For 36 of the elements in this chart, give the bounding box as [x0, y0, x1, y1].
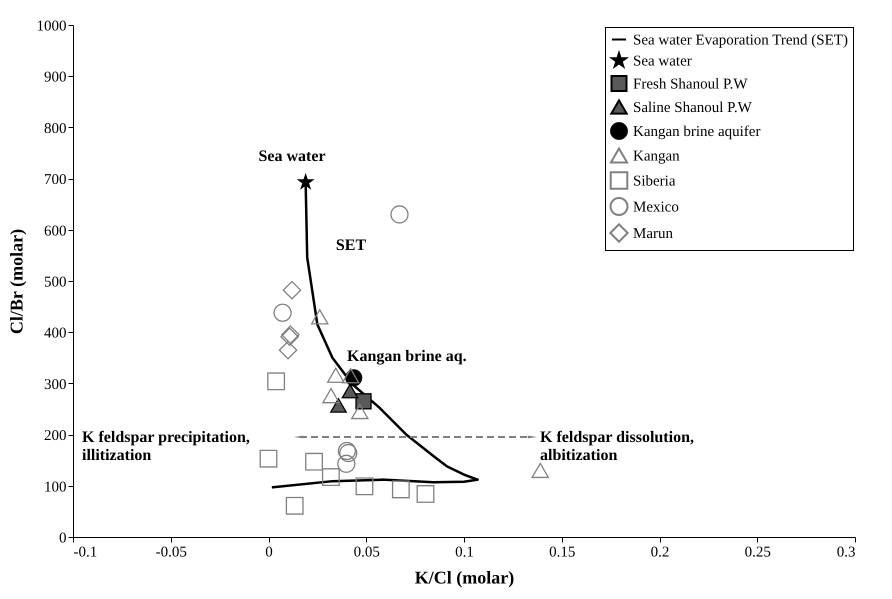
y-tick-label: 0 [59, 530, 66, 546]
annotation: K feldspar dissolution, albitization [540, 429, 694, 464]
y-tick-label: 700 [44, 172, 66, 188]
legend-label: Siberia [633, 174, 676, 190]
x-tick-label: 0.1 [455, 544, 474, 560]
y-tick-label: 100 [44, 479, 66, 496]
y-tick-label: 400 [44, 326, 66, 342]
x-tick-label: 0.25 [744, 544, 771, 560]
annotation: SET [336, 237, 366, 254]
legend-label: Fresh Shanoul P.W [633, 76, 748, 92]
x-tick-label: 0.15 [549, 544, 576, 560]
annotation: Kangan brine aq. [347, 348, 467, 365]
y-tick-label: 1000 [36, 18, 66, 34]
annotation: Sea water [258, 148, 326, 165]
x-tick-label: 0.2 [650, 544, 670, 560]
x-tick-label: -0.1 [74, 544, 98, 560]
y-tick-label: 800 [44, 120, 66, 137]
y-tick-label: 900 [44, 70, 66, 86]
y-tick-label: 600 [44, 223, 66, 240]
y-tick-label: 200 [44, 428, 66, 444]
x-tick-label: 0.05 [354, 544, 380, 560]
annotation: K feldspar precipitation, illitization [82, 429, 250, 464]
legend-label: Kangan brine aquifer [633, 124, 760, 140]
x-tick-label: 0.3 [836, 544, 856, 560]
legend-label: Sea water [633, 54, 692, 70]
legend-label: Sea water Evaporation Trend (SET) [633, 32, 848, 48]
x-axis-title: K/Cl (molar) [414, 568, 514, 588]
legend-label: Mexico [633, 200, 679, 216]
x-tick-label: -0.05 [156, 544, 187, 560]
legend-label: Saline Shanoul P.W [633, 100, 753, 116]
y-axis-title: Cl/Br (molar) [6, 228, 26, 334]
legend-label: Marun [633, 226, 674, 242]
y-tick-label: 300 [44, 376, 66, 393]
x-tick-label: 0 [265, 544, 273, 560]
legend-label: Kangan [633, 148, 680, 164]
y-tick-label: 500 [44, 274, 66, 290]
